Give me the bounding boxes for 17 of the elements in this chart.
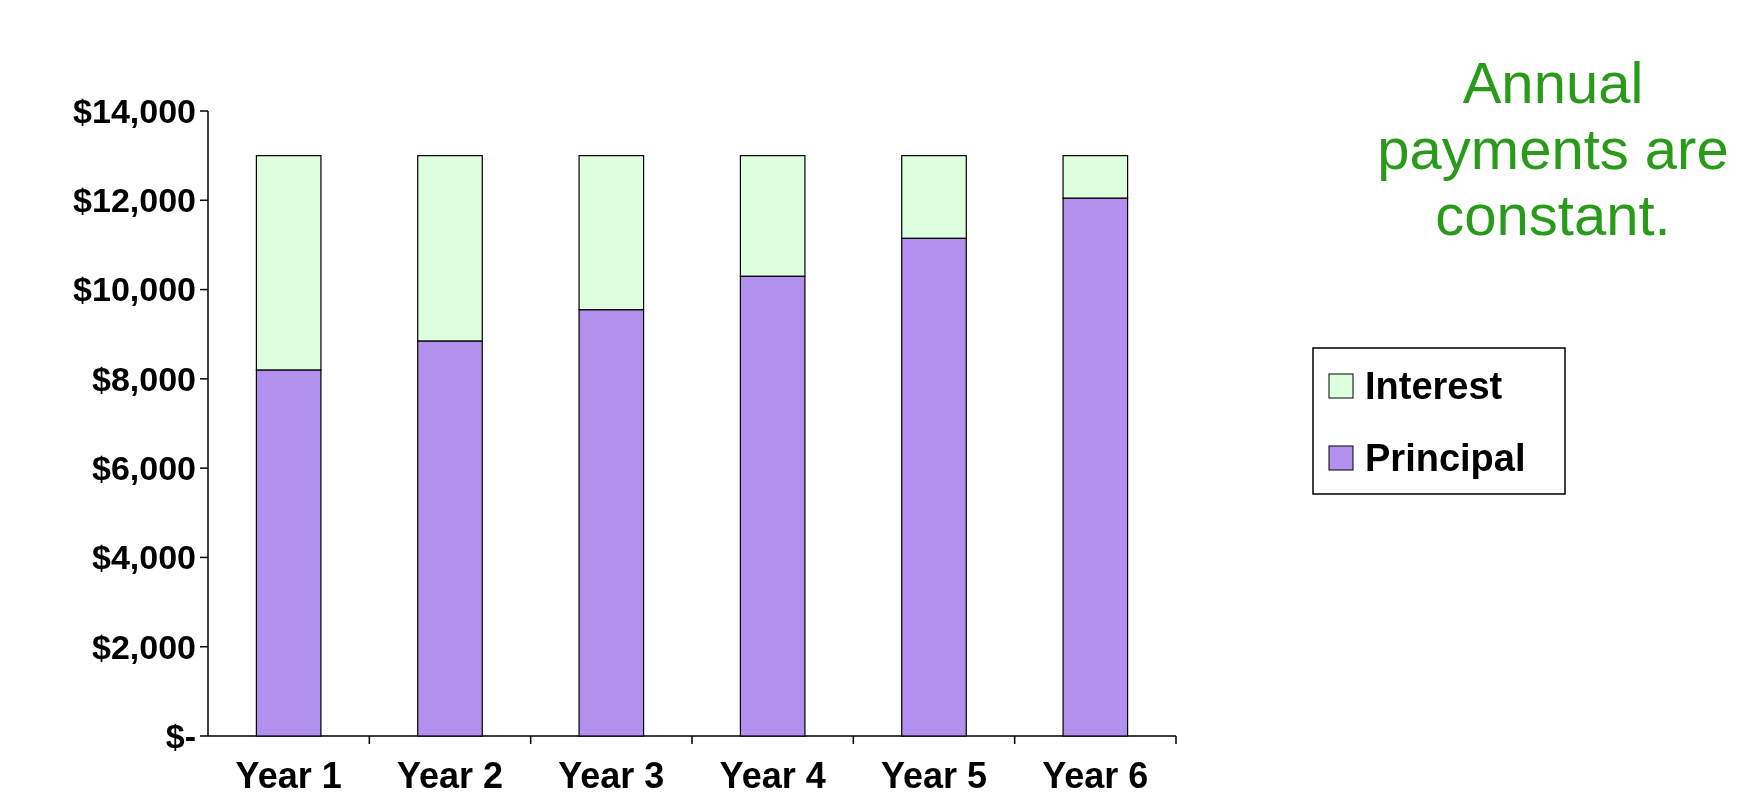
x-tick-label: Year 4: [719, 755, 826, 796]
legend-label: Principal: [1365, 437, 1526, 480]
legend-label: Interest: [1365, 365, 1503, 408]
x-tick-label: Year 6: [1042, 755, 1149, 796]
y-tick-label: $12,000: [73, 181, 196, 220]
y-tick-label: $4,000: [92, 538, 196, 577]
x-tick-label: Year 3: [558, 755, 665, 796]
x-tick-label: Year 1: [235, 755, 342, 796]
y-tick-label: $6,000: [92, 449, 196, 488]
y-tick-label: $8,000: [92, 359, 196, 398]
y-tick-label: $10,000: [73, 270, 196, 309]
y-tick-label: $2,000: [92, 627, 196, 666]
y-tick-label: $14,000: [73, 91, 196, 130]
x-tick-label: Year 5: [880, 755, 988, 796]
text: Annual payments are constant.: [1377, 50, 1729, 247]
x-tick-label: Year 2: [396, 755, 504, 796]
y-tick-label: $-: [165, 716, 196, 755]
